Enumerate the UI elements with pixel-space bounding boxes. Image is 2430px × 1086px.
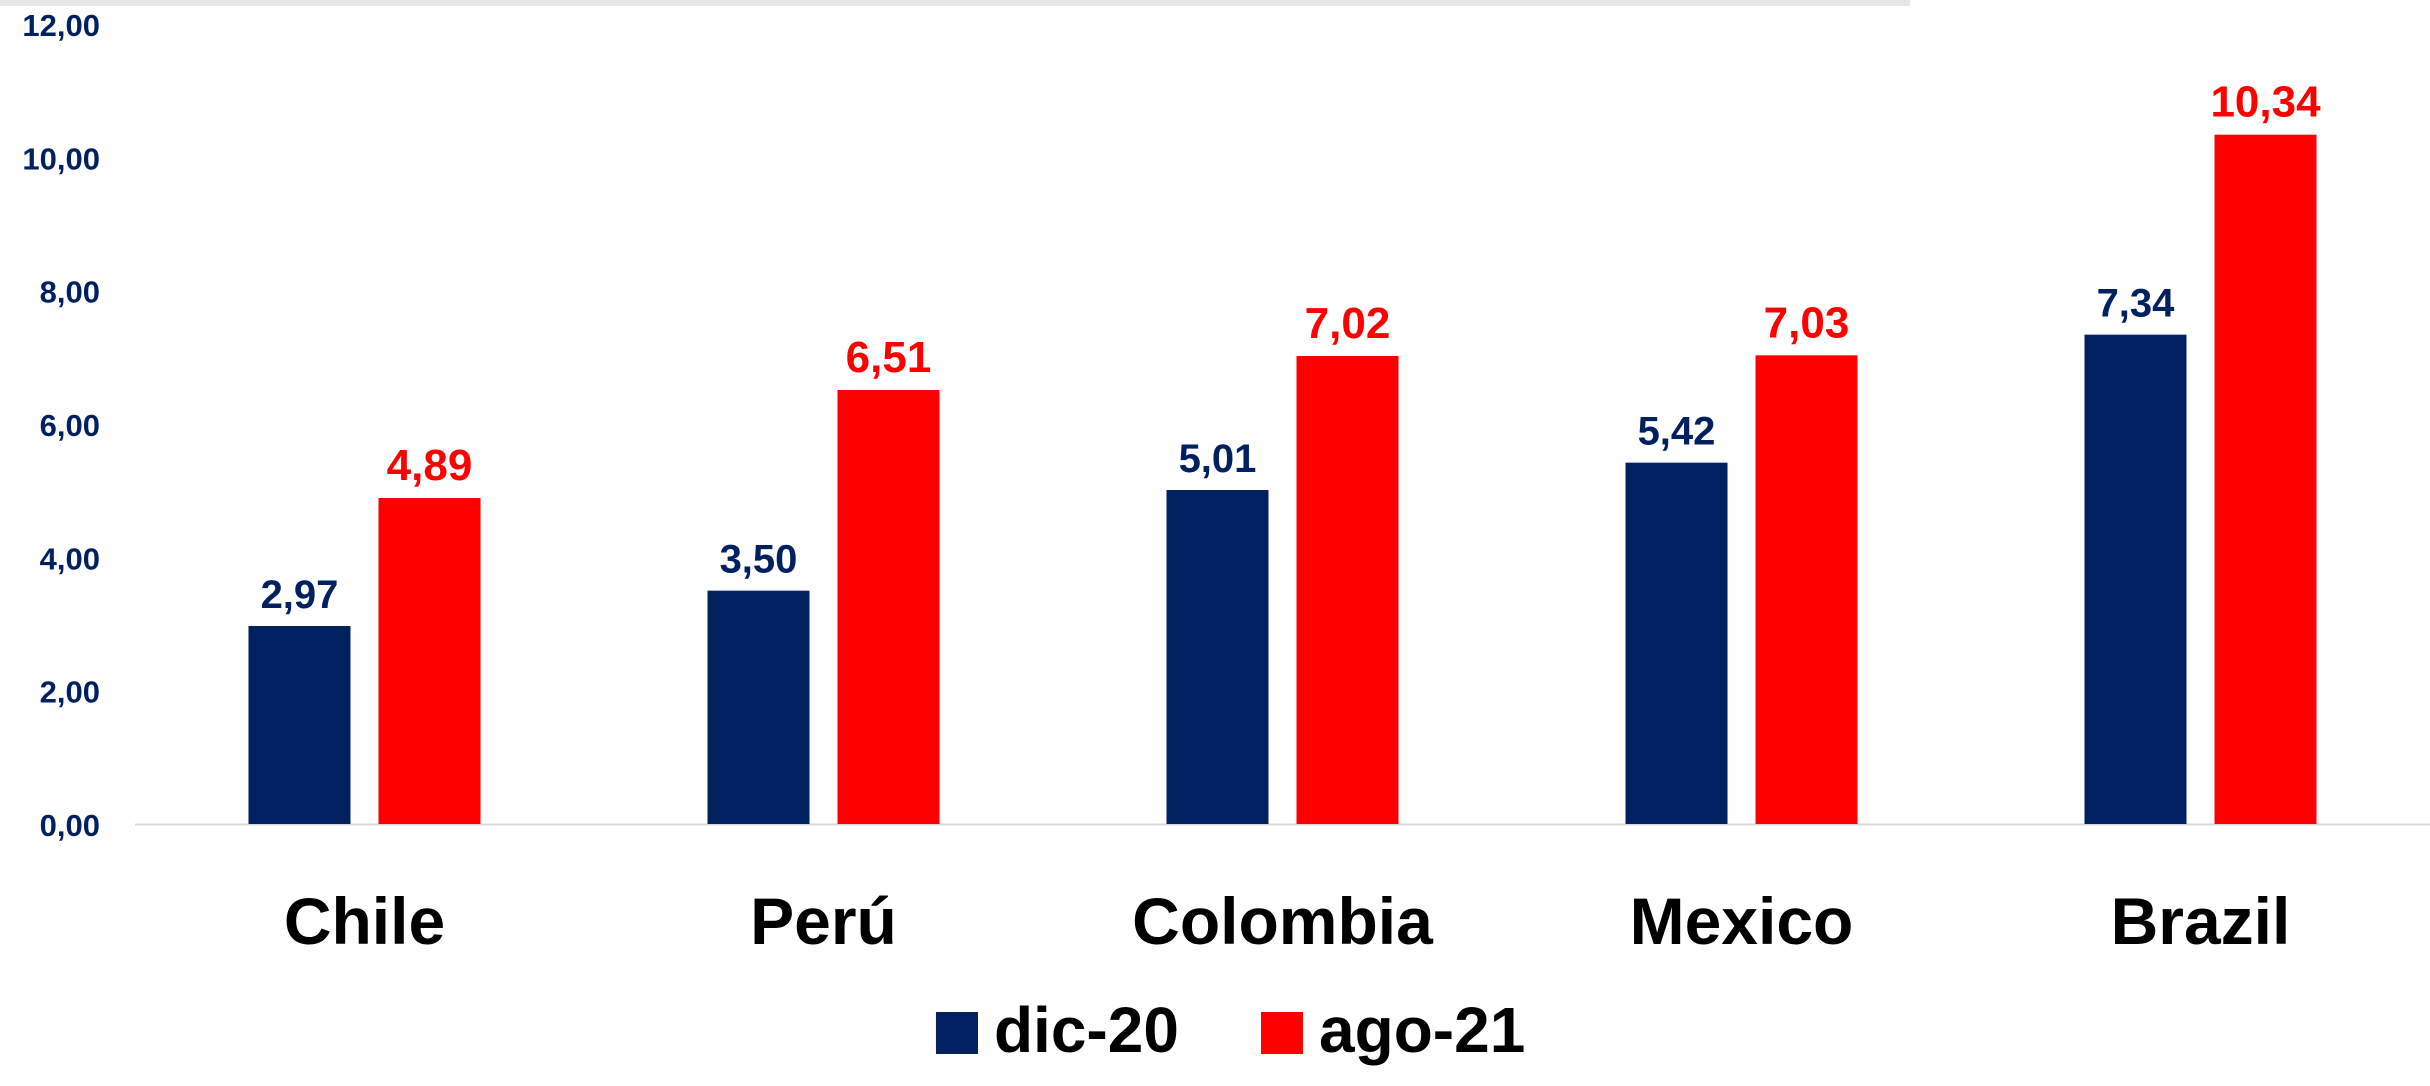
data-label: 7,02 [1305, 299, 1391, 348]
bar [707, 590, 810, 824]
data-label: 3,50 [720, 538, 798, 582]
y-tick-label: 8,00 [40, 275, 100, 310]
x-tick-label: Colombia [1132, 884, 1434, 958]
bar [837, 390, 940, 824]
legend-label: dic-20 [994, 994, 1179, 1066]
bar [378, 498, 481, 824]
y-tick-label: 6,00 [40, 408, 100, 443]
data-label: 5,01 [1179, 437, 1257, 481]
x-tick-label: Mexico [1630, 884, 1854, 958]
legend-swatch [1261, 1012, 1303, 1054]
bar [248, 626, 351, 824]
data-label: 5,42 [1638, 410, 1716, 454]
y-tick-label: 0,00 [40, 808, 100, 843]
legend-swatch [935, 1012, 978, 1054]
y-tick-label: 12,00 [22, 8, 100, 43]
data-label: 7,34 [2097, 282, 2176, 326]
bar [1755, 355, 1858, 824]
data-label: 7,03 [1764, 298, 1850, 347]
bar [1296, 356, 1399, 824]
y-tick-label: 2,00 [40, 675, 100, 710]
bar [1625, 462, 1728, 824]
data-label: 4,89 [387, 441, 473, 490]
data-label: 10,34 [2210, 78, 2321, 127]
bar [1166, 490, 1269, 824]
y-tick-label: 4,00 [40, 541, 100, 576]
y-tick-label: 10,00 [22, 141, 100, 176]
bar [2214, 134, 2317, 824]
x-tick-label: Chile [284, 884, 445, 958]
x-tick-label: Brazil [2111, 884, 2291, 958]
top-divider [0, 0, 1910, 6]
data-label: 2,97 [261, 573, 339, 617]
legend-label: ago-21 [1319, 994, 1525, 1066]
x-tick-label: Perú [750, 884, 897, 958]
bar [2084, 334, 2187, 824]
data-label: 6,51 [846, 333, 932, 382]
